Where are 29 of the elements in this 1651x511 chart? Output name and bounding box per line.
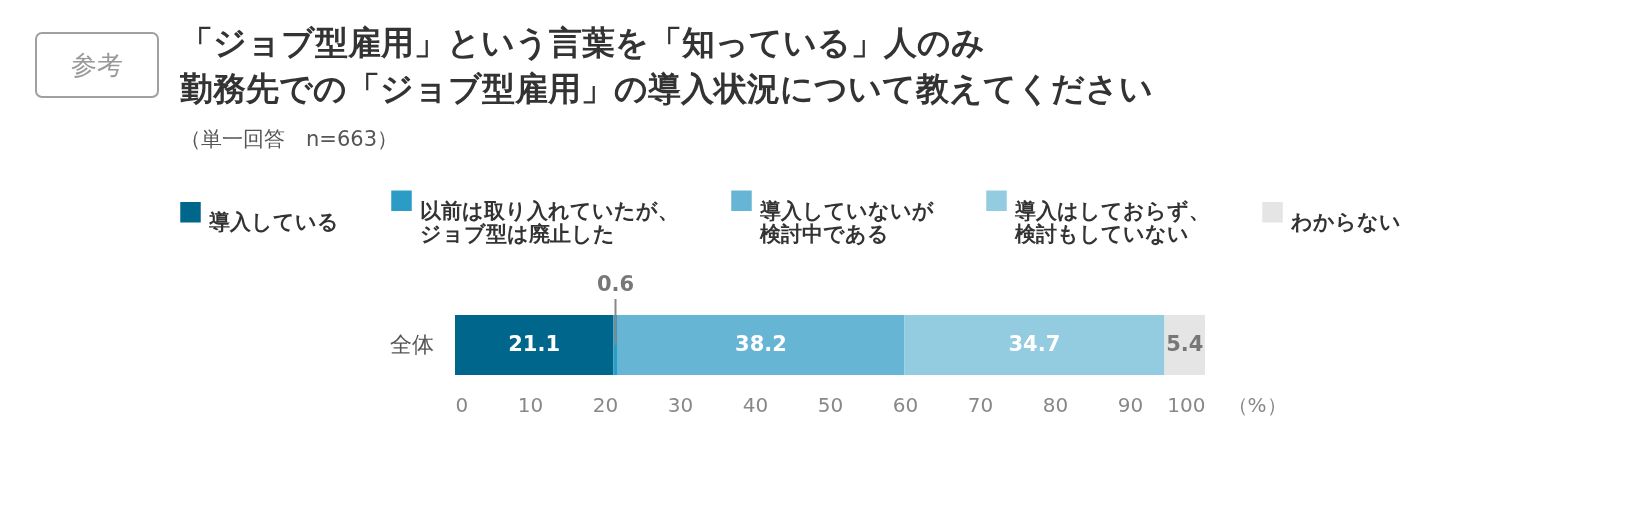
x-tick-label: 50: [817, 392, 844, 417]
x-tick-label: 10: [517, 392, 544, 417]
chart-subtitle: （単一回答 n=663）: [180, 127, 398, 151]
x-tick-label: 20: [592, 392, 619, 417]
legend-label: 以前は取り入れていたが、ジョブ型は廃止した: [420, 198, 679, 246]
data-label: 38.2: [735, 332, 787, 356]
x-tick-label: 100: [1167, 392, 1206, 417]
bar: [904, 315, 1165, 375]
bar: [617, 315, 905, 375]
data-label: 21.1: [508, 332, 561, 356]
x-tick-label: 80: [1042, 392, 1069, 417]
data-label: 5.4: [1166, 332, 1204, 356]
chart-title: 「ジョブ型雇用」という言葉を「知っている」人のみ勤務先での「ジョブ型雇用」の導入状況について教えてください: [179, 23, 1153, 108]
x-tick-label: 90: [1117, 392, 1144, 417]
data-label: 34.7: [1008, 332, 1061, 356]
x-tick-label: 30: [667, 392, 694, 417]
legend-label: 導入している: [208, 210, 339, 235]
y-tick-label: 全体: [389, 332, 434, 357]
legend-label: 導入していないが検討中である: [759, 198, 934, 246]
legend-label: わからない: [1290, 210, 1401, 235]
x-tick-label: 0: [455, 392, 469, 417]
text: 参考: [35, 32, 159, 98]
x-tick-label: 40: [742, 392, 769, 417]
x-tick-label: 70: [967, 392, 994, 417]
x-tick-label: 60: [892, 392, 919, 417]
legend-label: 導入はしておらず、検討もしていない: [1014, 198, 1210, 246]
bar: [455, 315, 614, 375]
x-axis-title: （%）: [1227, 392, 1287, 417]
data-label: 0.6: [596, 272, 635, 296]
